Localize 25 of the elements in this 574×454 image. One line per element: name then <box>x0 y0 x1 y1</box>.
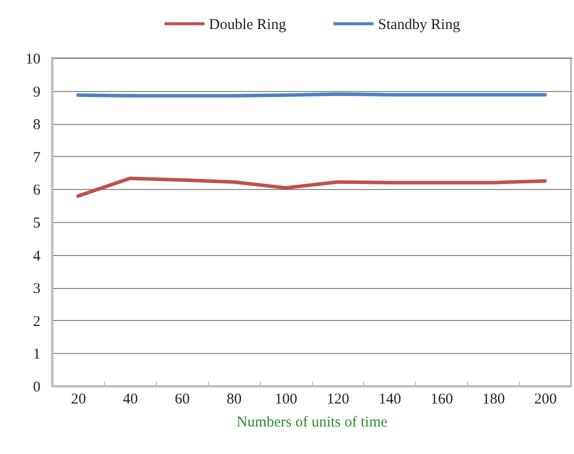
x-tick-label: 60 <box>174 392 190 408</box>
y-tick-label: 9 <box>33 84 40 100</box>
x-tick-label: 100 <box>274 392 298 408</box>
x-axis-title: Numbers of units of time <box>236 414 388 430</box>
x-tick-label: 80 <box>226 392 242 408</box>
y-tick-label: 0 <box>33 380 40 396</box>
y-tick-label: 1 <box>33 346 40 363</box>
y-tick-label: 3 <box>33 281 40 298</box>
legend-label: Double Ring <box>209 16 287 33</box>
y-tick-label: 6 <box>33 182 41 199</box>
y-tick-label: 2 <box>33 314 40 330</box>
x-tick-label: 40 <box>122 392 138 408</box>
x-tick-label: 200 <box>534 392 557 408</box>
x-tick-label: 160 <box>430 392 453 408</box>
x-tick-label: 20 <box>70 392 86 408</box>
x-tick-label: 180 <box>482 392 505 408</box>
y-tick-label: 4 <box>33 248 41 264</box>
y-tick-label: 7 <box>33 150 41 166</box>
y-tick-label: 8 <box>33 117 40 134</box>
legend-label: Standby Ring <box>378 16 461 33</box>
x-tick-label: 120 <box>326 392 350 408</box>
x-tick-label: 140 <box>378 392 402 408</box>
line-series <box>76 176 547 198</box>
y-tick-label: 10 <box>26 52 40 68</box>
y-tick-label: 5 <box>33 216 40 232</box>
